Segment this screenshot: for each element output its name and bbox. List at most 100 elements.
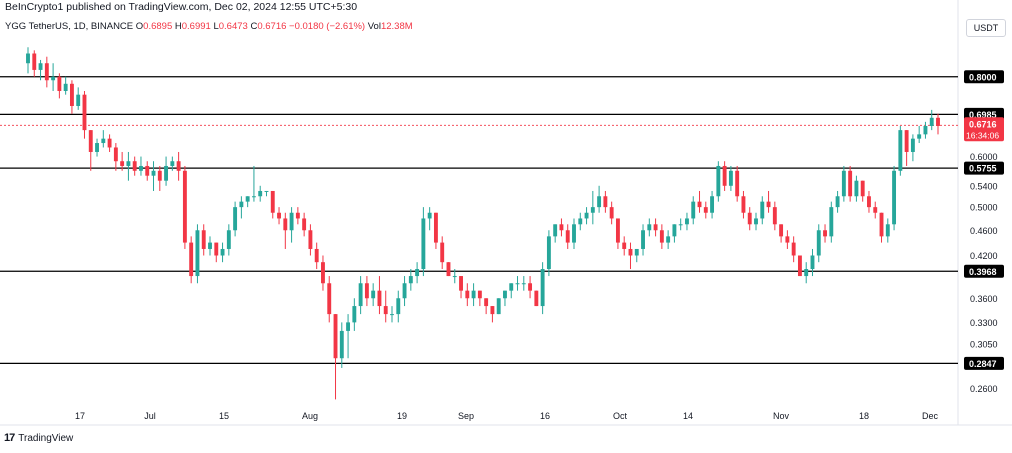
time-tick-label: 14	[683, 411, 693, 421]
candle-body	[477, 290, 482, 299]
candle-body	[490, 306, 495, 315]
high-label: H	[174, 21, 182, 32]
publisher-info: BeInCrypto1 published on TradingView.com…	[5, 1, 358, 13]
time-tick-label: 18	[859, 411, 869, 421]
time-tick-label: Jul	[144, 411, 156, 421]
level-label: 0.8000	[969, 72, 997, 82]
candle-body	[208, 242, 212, 249]
candle-body	[816, 230, 821, 256]
candle-body	[145, 165, 150, 176]
candle-body	[189, 242, 194, 277]
price-tick-label: 0.3050	[970, 340, 998, 350]
candle-body	[835, 196, 840, 208]
candle-body	[283, 218, 288, 231]
candle-body	[867, 196, 871, 208]
candle-body	[728, 170, 733, 186]
candle-body	[377, 290, 382, 307]
candle-body	[528, 283, 533, 291]
candle-body	[904, 130, 909, 152]
candle-body	[540, 269, 545, 307]
candle-body	[459, 276, 463, 291]
candle-body	[578, 218, 583, 225]
price-tick-label: 0.3300	[970, 318, 998, 328]
price-tick-label: 0.3600	[970, 294, 998, 304]
high-value: 0.6991	[181, 21, 211, 32]
candle-body	[427, 212, 432, 219]
candle-body	[647, 224, 652, 231]
candle-body	[402, 283, 407, 299]
level-label: 0.2847	[969, 359, 997, 369]
low-value: 0.6473	[218, 21, 248, 32]
candle-body	[634, 248, 639, 256]
candle-body	[446, 262, 451, 277]
candle-body	[659, 230, 664, 243]
level-label: 0.5755	[969, 164, 997, 174]
candle-body	[201, 230, 206, 249]
candle-body	[226, 230, 231, 249]
candle-body	[176, 161, 181, 171]
candle-body	[716, 165, 721, 197]
candle-body	[471, 290, 476, 299]
time-tick-label: Oct	[613, 411, 628, 421]
candle-body	[132, 161, 137, 171]
candle-body	[804, 269, 809, 277]
candle-body	[433, 212, 438, 243]
price-tick-label: 0.5000	[970, 203, 998, 213]
candle-body	[51, 76, 56, 81]
candle-body	[929, 117, 934, 126]
candle-body	[854, 180, 859, 197]
candle-body	[691, 201, 696, 219]
candle-body	[270, 190, 275, 213]
candle-body	[358, 283, 363, 307]
candle-body	[258, 190, 263, 197]
candle-body	[653, 224, 658, 231]
candle-body	[277, 212, 281, 219]
symbol-ohlc-legend[interactable]: YGG TetherUS, 1D, BINANCE O0.6895 H0.699…	[5, 21, 413, 32]
level-label: 0.3968	[969, 267, 997, 277]
candle-body	[251, 196, 256, 198]
open-value: 0.6895	[143, 21, 173, 32]
currency-selector[interactable]: USDT	[966, 19, 1006, 37]
countdown-label: 16:34:06	[966, 130, 999, 140]
candle-body	[195, 230, 200, 277]
candle-body	[233, 207, 238, 231]
candle-body	[590, 207, 595, 213]
candle-body	[898, 130, 903, 171]
candle-body	[810, 255, 815, 270]
price-axis[interactable]: 0.8000 0.6000 0.5400 0.5000 0.4600 0.4200 0.36…	[964, 70, 1004, 394]
candle-body	[685, 218, 689, 225]
candle-body	[741, 196, 746, 213]
candle-body	[339, 330, 344, 359]
candle-body	[452, 276, 457, 278]
candle-body	[503, 290, 507, 299]
time-tick-label: Aug	[302, 411, 318, 421]
candle-body	[735, 170, 740, 197]
candle-body	[32, 53, 37, 70]
candle-body	[396, 298, 401, 315]
candle-body	[710, 196, 715, 213]
candle-body	[346, 322, 351, 331]
time-axis[interactable]: 17 Jul 15 Aug 19 Sep 16 Oct 14 Nov 18 Dec	[75, 411, 939, 421]
candle-body	[873, 207, 878, 213]
price-axis-background	[0, 0, 1012, 426]
candle-body	[672, 224, 677, 237]
candle-body	[157, 170, 162, 181]
level-label-bg	[964, 356, 1004, 370]
candle-body	[678, 224, 683, 226]
candle-body	[440, 242, 445, 263]
candle-body	[26, 53, 30, 64]
candle-body	[553, 224, 558, 237]
candle-body	[69, 83, 74, 106]
candle-body	[314, 248, 319, 263]
candle-body	[245, 196, 250, 202]
candle-body	[302, 218, 307, 231]
candle-body	[364, 283, 369, 299]
candle-body	[936, 117, 940, 126]
tradingview-logo[interactable]: 17 TradingView	[4, 432, 73, 444]
last-price-label-bg	[964, 117, 1004, 142]
candle-body	[371, 290, 376, 299]
time-tick-label: Sep	[458, 411, 474, 421]
symbol-name[interactable]: YGG	[5, 21, 27, 32]
time-tick-label: 17	[75, 411, 85, 421]
